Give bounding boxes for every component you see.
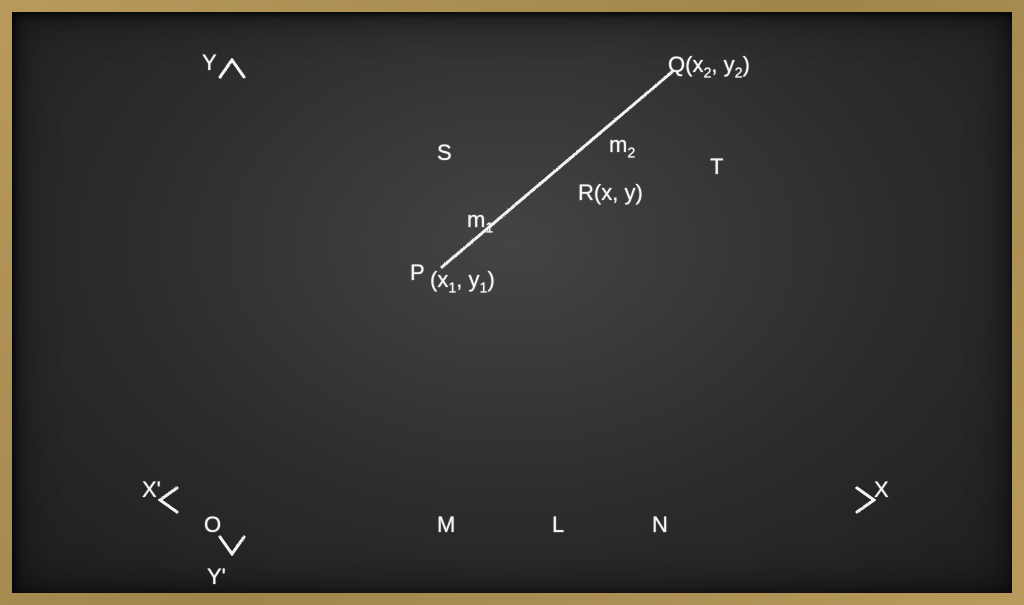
chalkboard-frame: Y Y' X X' O M L N S T P (x1, y1) R(x, y)… bbox=[0, 0, 1024, 605]
chalkboard-surface: Y Y' X X' O M L N S T P (x1, y1) R(x, y)… bbox=[12, 12, 1012, 593]
line-PQ bbox=[442, 72, 672, 267]
geometry-diagram bbox=[12, 12, 1012, 593]
